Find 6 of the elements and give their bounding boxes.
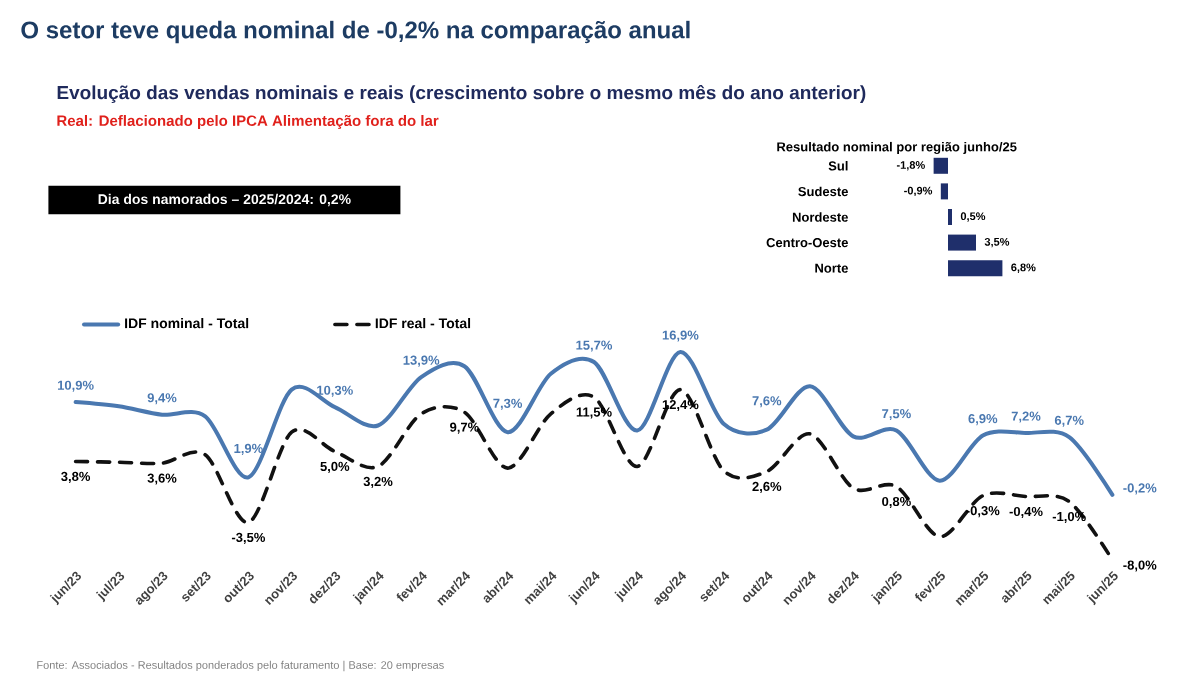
text: Evolução das vendas nominais e reais (crescimento sobre o mesmo mês do ano anterior) — [57, 84, 866, 104]
bar — [948, 234, 977, 251]
bar — [948, 260, 1003, 277]
bar — [940, 183, 949, 200]
text: O setor teve queda nominal de -0,2% na comparação anual — [21, 20, 690, 44]
bar — [933, 157, 949, 174]
